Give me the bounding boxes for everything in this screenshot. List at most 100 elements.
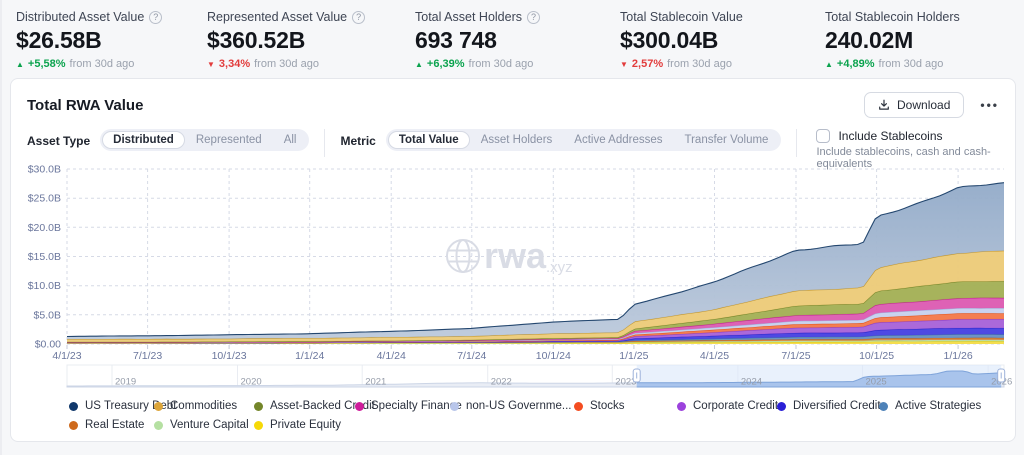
legend-item[interactable]: Real Estate [69,419,154,431]
svg-text:rwa: rwa [484,235,547,276]
trend-down-icon: ▼ [207,59,215,69]
stat-delta: +5,58% [27,58,66,70]
metric-segmented[interactable]: Total Value Asset Holders Active Addresses… [385,129,782,151]
option-represented[interactable]: Represented [195,134,262,146]
svg-text:.xyz: .xyz [546,259,573,276]
legend-item[interactable]: US Treasury Debt [69,400,176,412]
svg-text:$10.0B: $10.0B [28,280,61,292]
legend-item[interactable]: Active Strategies [879,400,999,412]
chart-legend: US Treasury Debt Commodities Asset-Backed … [69,400,999,431]
legend-item[interactable]: Commodities [154,400,254,412]
time-range-brush[interactable]: 20192020202120222023202420252026 [11,364,1015,391]
option-all[interactable]: All [283,134,297,146]
legend-label: Corporate Credit [693,400,779,412]
stat-label: Total Stablecoin Value [620,10,743,24]
option-distributed[interactable]: Distributed [102,131,185,149]
stat-value: 693 748 [415,27,497,53]
stat-delta: +6,39% [426,58,465,70]
svg-text:$20.0B: $20.0B [28,222,61,234]
include-stablecoins-group: Include Stablecoins Include stablecoins,… [816,129,999,170]
stacked-area-chart[interactable]: $30.0B $25.0B $20.0B $15.0B $10.0B $5.0B $0.00… [11,161,1015,363]
legend-dot [450,401,459,411]
stat-value: $360.52B [207,27,306,53]
more-menu-icon[interactable]: ••• [980,98,999,112]
legend-dot [777,401,786,411]
stat-total-asset-holders: Total Asset Holders? 693 748 ▲ +6,39% from… [415,10,620,70]
svg-text:2025: 2025 [866,377,887,388]
svg-text:10/1/25: 10/1/25 [859,350,894,362]
stat-total-stablecoin-holders: Total Stablecoin Holders 240.02M ▲ +4,89%… [825,10,1024,70]
help-icon[interactable]: ? [527,10,540,24]
total-rwa-value-card: Total RWA Value Download ••• Asset Type … [10,78,1016,442]
svg-text:7/1/23: 7/1/23 [133,350,162,362]
svg-text:2022: 2022 [491,377,512,388]
svg-text:7/1/24: 7/1/24 [457,350,486,362]
svg-text:$25.0B: $25.0B [28,193,61,205]
stat-delta-suffix: from 30d ago [468,58,534,70]
legend-dot [69,420,78,430]
svg-text:2021: 2021 [365,377,386,388]
legend-label: US Treasury Debt [85,400,177,412]
stat-value: $26.58B [16,27,102,53]
download-icon [879,99,889,110]
svg-text:2024: 2024 [741,377,762,388]
asset-type-segmented[interactable]: Distributed Represented All [100,129,310,151]
svg-text:4/1/23: 4/1/23 [52,350,81,362]
svg-text:4/1/25: 4/1/25 [700,350,729,362]
stat-total-stablecoin-value: Total Stablecoin Value $300.04B ▼ 2,57% fr… [620,10,825,70]
option-transfer-volume[interactable]: Transfer Volume [684,134,769,146]
stat-value: 240.02M [825,27,914,53]
divider [796,129,798,157]
filters-row: Asset Type Distributed Represented All Met… [27,129,999,170]
card-header: Total RWA Value Download ••• [27,91,999,119]
brush-handle[interactable] [997,368,1006,383]
legend-label: Active Strategies [895,400,982,412]
option-active-addresses[interactable]: Active Addresses [574,134,663,146]
legend-dot [254,420,263,430]
stat-delta: +4,89% [836,58,875,70]
legend-label: Real Estate [85,419,145,431]
svg-text:$15.0B: $15.0B [28,251,61,263]
trend-up-icon: ▲ [16,59,24,69]
legend-item[interactable]: Venture Capital [154,419,254,431]
stat-represented-asset-value: Represented Asset Value? $360.52B ▼ 3,34%… [207,10,415,70]
stat-delta: 3,34% [218,58,251,70]
legend-label: Venture Capital [170,419,249,431]
legend-item[interactable]: Diversified Credit [777,400,881,412]
include-stablecoins-checkbox[interactable] [816,129,831,143]
legend-item[interactable]: Stocks [574,400,677,412]
legend-label: non-US Governme... [466,400,572,412]
option-total-value[interactable]: Total Value [387,131,470,149]
stat-delta-suffix: from 30d ago [878,58,944,70]
legend-dot [355,401,364,411]
svg-text:7/1/25: 7/1/25 [781,350,810,362]
svg-text:2019: 2019 [115,377,136,388]
download-button[interactable]: Download [864,92,965,118]
legend-item[interactable]: Corporate Credit [677,400,779,412]
legend-label: Commodities [170,400,238,412]
legend-dot [677,401,686,411]
legend-label: Specialty Finance [371,400,462,412]
svg-text:1/1/24: 1/1/24 [295,350,324,362]
stat-label: Represented Asset Value [207,10,348,24]
legend-item[interactable]: non-US Governme... [450,400,574,412]
stats-row: Distributed Asset Value? $26.58B ▲ +5,58%… [2,0,1024,70]
svg-text:2020: 2020 [241,377,262,388]
legend-dot [69,401,78,411]
stat-delta: 2,57% [631,58,664,70]
divider [324,129,326,157]
option-asset-holders[interactable]: Asset Holders [480,134,553,146]
legend-item[interactable]: Private Equity [254,419,355,431]
legend-dot [574,401,583,411]
legend-item[interactable]: Specialty Finance [355,400,462,412]
legend-label: Diversified Credit [793,400,881,412]
help-icon[interactable]: ? [149,10,163,24]
brush-handle[interactable] [632,368,641,383]
help-icon[interactable]: ? [352,10,366,24]
legend-label: Asset-Backed Credit [270,400,375,412]
legend-dot [879,401,888,411]
metric-label: Metric [340,134,376,148]
asset-type-label: Asset Type [27,134,91,148]
legend-item[interactable]: Asset-Backed Credit [254,400,375,412]
svg-text:$0.00: $0.00 [35,339,61,351]
